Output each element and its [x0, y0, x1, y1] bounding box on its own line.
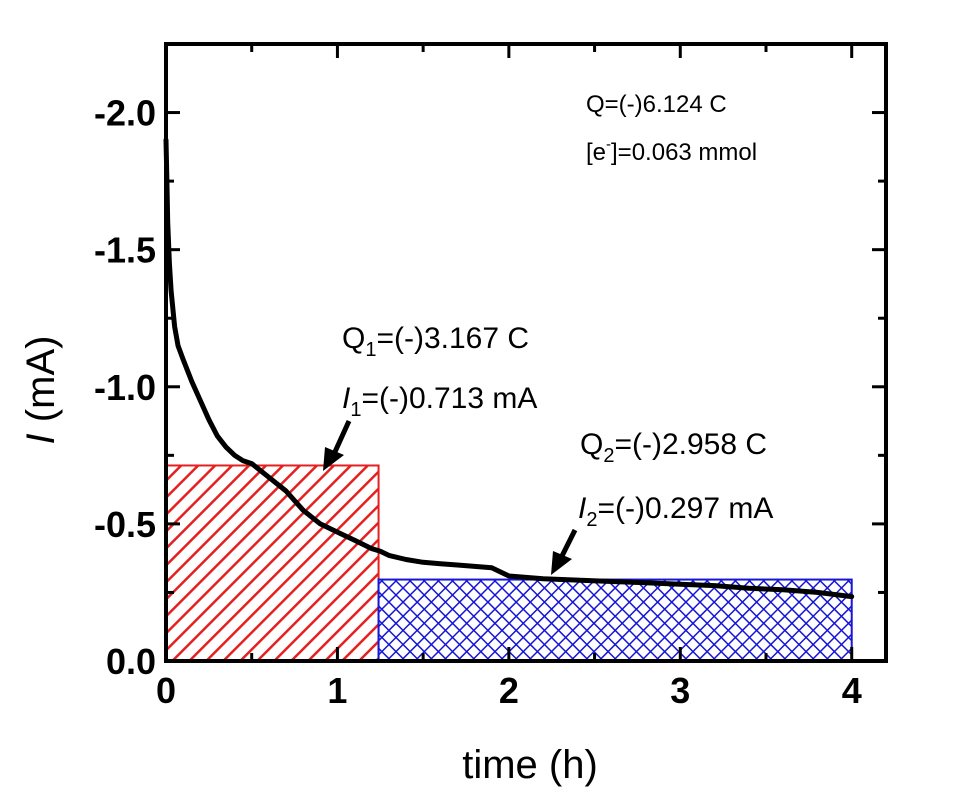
- annotation-total-charge: Q=(-)6.124 C [e-]=0.063 mmol: [586, 91, 757, 166]
- charge-region-1: [165, 464, 380, 662]
- annotation-region-2: Q2=(-)2.958 C I2=(-)0.297 mA: [551, 428, 773, 575]
- arrow-to-region-2: [551, 528, 578, 575]
- svg-text:I (mA): I (mA): [19, 336, 63, 445]
- x-tick-label: 0: [156, 670, 176, 711]
- x-tick-label: 2: [499, 670, 519, 711]
- svg-text:time (h): time (h): [462, 743, 598, 787]
- y-tick-label: -1.5: [94, 230, 156, 271]
- svg-text:Q1=(-)3.167 C: Q1=(-)3.167 C: [342, 322, 529, 361]
- svg-text:Q2=(-)2.958 C: Q2=(-)2.958 C: [580, 428, 767, 467]
- svg-text:I2=(-)0.297 mA: I2=(-)0.297 mA: [578, 492, 773, 531]
- current-curve: [163, 137, 855, 600]
- charge-region-2: [377, 578, 853, 663]
- axis-ticks: 0 1 2 3 4 0.0 -0.5 -1.0 -1.5 -2.0: [94, 44, 886, 711]
- arrow-to-region-1: [323, 419, 352, 471]
- charge-regions: [165, 464, 853, 663]
- y-tick-label: 0.0: [106, 641, 156, 682]
- y-tick-label: -2.0: [94, 93, 156, 134]
- x-axis-title: time (h): [462, 743, 598, 787]
- x-tick-label: 1: [327, 670, 347, 711]
- svg-text:Q=(-)6.124 C: Q=(-)6.124 C: [586, 91, 727, 118]
- x-tick-label: 3: [670, 670, 690, 711]
- y-axis-title: I (mA): [19, 336, 63, 445]
- y-tick-label: -1.0: [94, 367, 156, 408]
- current-series-line: [163, 137, 855, 600]
- annotation-region-1: Q1=(-)3.167 C I1=(-)0.713 mA: [323, 322, 537, 471]
- x-tick-label: 4: [842, 670, 862, 711]
- y-tick-label: -0.5: [94, 504, 156, 545]
- svg-text:[e-]=0.063 mmol: [e-]=0.063 mmol: [586, 136, 757, 166]
- svg-text:I1=(-)0.713 mA: I1=(-)0.713 mA: [342, 382, 537, 421]
- plot-frame: [164, 42, 888, 663]
